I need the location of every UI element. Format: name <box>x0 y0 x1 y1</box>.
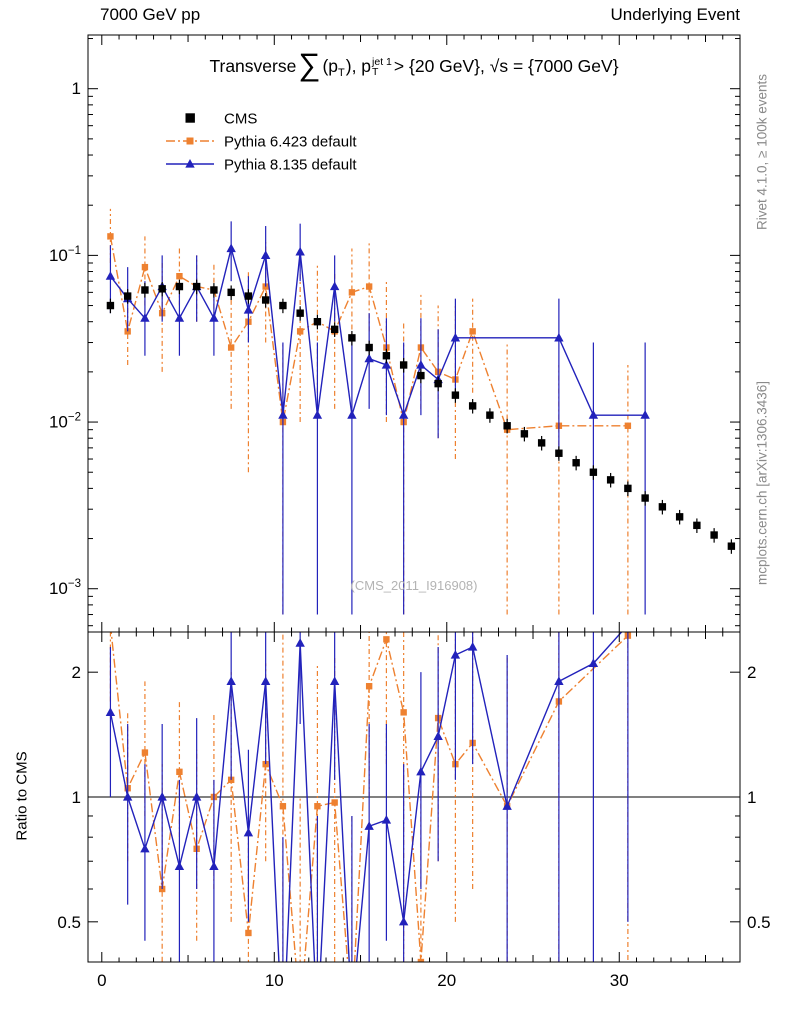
legend-cms-marker-icon <box>185 113 195 123</box>
svg-text:1: 1 <box>72 788 81 807</box>
axis-ticks <box>88 35 741 962</box>
legend-pythia8-marker-icon <box>185 159 195 168</box>
svg-text:10−1: 10−1 <box>49 245 81 265</box>
title-text: ), p <box>345 55 372 76</box>
svg-text:0.5: 0.5 <box>747 913 771 932</box>
svg-text:20: 20 <box>437 971 456 990</box>
rivet-version-note: Rivet 4.1.0, ≥ 100k events <box>754 74 770 230</box>
title-text: Transverse <box>209 55 297 76</box>
svg-text:0.5: 0.5 <box>57 913 81 932</box>
legend-label: Pythia 8.135 default <box>224 157 357 174</box>
title-superscript: jet 1 <box>372 56 392 68</box>
title-subscript: T <box>338 67 345 79</box>
analysis-topic-label: Underlying Event <box>610 5 740 24</box>
main-series-cms <box>106 279 736 554</box>
analysis-id-watermark: (CMS_2011_I916908) <box>350 578 478 593</box>
beam-energy-label: 7000 GeV pp <box>100 5 201 24</box>
ratio-axis-label: Ratio to CMS <box>13 751 31 841</box>
svg-text:1: 1 <box>72 79 81 98</box>
legend: CMS Pythia 6.423 default Pythia 8.135 defa… <box>166 111 357 174</box>
svg-text:10−3: 10−3 <box>49 578 81 598</box>
sigma-symbol: ∑ <box>298 47 321 82</box>
legend-label: CMS <box>224 111 257 128</box>
title-subscript: T <box>372 66 379 78</box>
svg-text:2: 2 <box>72 663 81 682</box>
svg-text:1: 1 <box>747 788 756 807</box>
title-text: > {20 GeV}, √s = {7000 GeV} <box>393 55 619 76</box>
title-text: (p <box>322 55 339 76</box>
legend-pythia6-marker-icon <box>186 137 194 145</box>
legend-label: Pythia 6.423 default <box>224 134 357 151</box>
mcplots-citation-note: mcplots.cern.ch [arXiv:1306.3436] <box>754 380 770 586</box>
svg-text:10: 10 <box>265 971 284 990</box>
svg-text:2: 2 <box>747 663 756 682</box>
svg-text:30: 30 <box>610 971 629 990</box>
axis-tick-labels: 110−110−210−30.5 0.51 12 20 10 20 30 <box>49 79 771 990</box>
main-panel-frame <box>87 34 741 633</box>
main-series-pythia-6-423-default <box>107 208 632 615</box>
svg-text:0: 0 <box>97 971 106 990</box>
svg-text:10−2: 10−2 <box>49 412 81 432</box>
ratio-series-pythia-8-135-default <box>105 632 629 962</box>
